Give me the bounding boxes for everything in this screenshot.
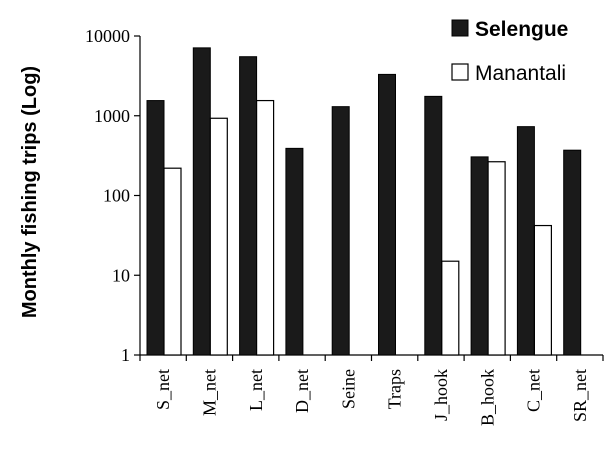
y-tick-label: 1000 xyxy=(94,106,130,126)
x-category-label: B_hook xyxy=(477,369,497,426)
bar-selengue-Seine xyxy=(331,106,350,356)
bar-selengue-SR_net xyxy=(563,149,582,356)
legend-label-selengue: Selengue xyxy=(475,18,568,41)
legend-swatch-selengue xyxy=(451,19,469,37)
legend: Selengue Manantali xyxy=(451,18,568,85)
y-axis-label: Monthly fishing trips (Log) xyxy=(19,66,41,318)
x-category-label: J_hook xyxy=(431,369,451,421)
y-tick-label: 100 xyxy=(103,186,130,206)
x-category-label: D_net xyxy=(292,369,312,413)
bar-selengue-Traps xyxy=(378,73,396,356)
x-category-label: L_net xyxy=(246,369,266,411)
y-tick-label: 10000 xyxy=(85,26,130,46)
x-category-label: SR_net xyxy=(570,369,590,422)
legend-label-manantali: Manantali xyxy=(475,62,566,85)
x-category-label: M_net xyxy=(199,369,219,416)
y-tick-label: 10 xyxy=(112,265,130,285)
bar-selengue-D_net xyxy=(285,147,304,356)
y-tick-label: 1 xyxy=(121,345,130,365)
bar-selengue-S_net xyxy=(146,100,165,356)
x-category-label: S_net xyxy=(153,369,173,410)
bars-layer xyxy=(146,47,582,356)
bar-selengue-B_hook xyxy=(470,156,489,356)
legend-swatch-manantali xyxy=(451,63,469,81)
labels-layer: S_net M_net L_net D_net Seine Traps J_hook B_ho… xyxy=(153,369,590,426)
bar-selengue-L_net xyxy=(239,56,258,356)
bar-manantali-C_net xyxy=(533,224,553,356)
bar-selengue-M_net xyxy=(192,47,211,356)
x-category-label: Traps xyxy=(385,369,405,409)
bar-manantali-M_net xyxy=(209,117,228,356)
bar-manantali-S_net xyxy=(163,167,182,356)
x-category-label: Seine xyxy=(338,369,358,409)
bar-manantali-J_hook xyxy=(441,260,460,356)
bar-selengue-C_net xyxy=(516,126,535,356)
x-category-label: C_net xyxy=(524,369,544,412)
bar-selengue-J_hook xyxy=(424,95,443,356)
bar-manantali-B_hook xyxy=(487,161,506,356)
bar-manantali-L_net xyxy=(256,99,275,356)
